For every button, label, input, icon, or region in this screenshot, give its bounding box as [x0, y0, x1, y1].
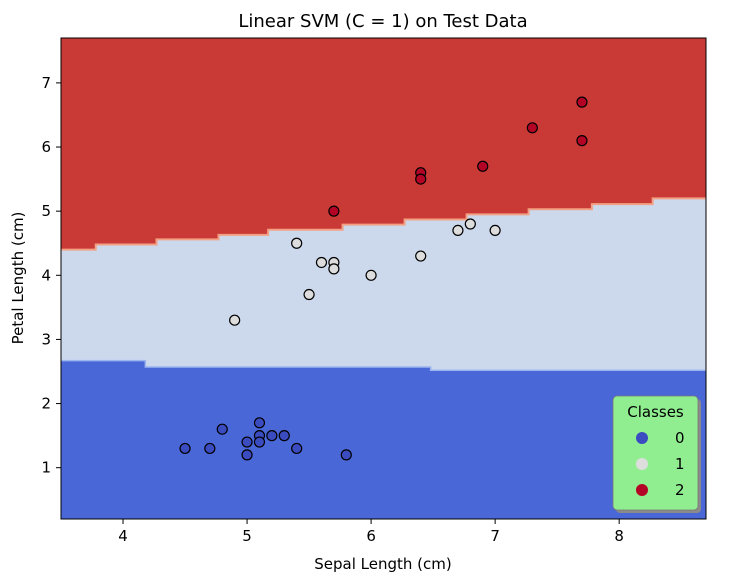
data-point-class-0 — [253, 436, 266, 448]
x-tick-label: 8 — [614, 527, 624, 545]
y-tick-label: 6 — [41, 138, 51, 156]
data-points — [179, 96, 588, 461]
data-point-class-0 — [179, 442, 191, 455]
data-point-class-2 — [328, 205, 340, 217]
y-tick-label: 4 — [41, 266, 51, 284]
data-point-class-0 — [253, 417, 266, 429]
plot-frame — [60, 37, 707, 520]
decision-boundary-1-2 — [61, 197, 706, 251]
data-point-class-2 — [576, 135, 588, 147]
data-point-class-2 — [415, 173, 427, 185]
legend-marker-class-0 — [636, 432, 648, 444]
y-axis-label: Petal Length (cm) — [9, 212, 27, 345]
data-point-class-0 — [241, 449, 253, 461]
data-point-class-0 — [241, 436, 253, 448]
x-tick-label: 5 — [242, 527, 252, 545]
legend: Classes 0 1 2 — [612, 395, 701, 513]
data-point-class-1 — [303, 288, 315, 301]
data-point-class-1 — [315, 256, 328, 269]
legend-entries: 0 1 2 — [636, 429, 685, 499]
legend-label: 0 — [675, 429, 685, 447]
y-tick-label: 5 — [41, 202, 51, 220]
data-point-class-1 — [464, 218, 476, 230]
legend-marker-class-1 — [636, 458, 648, 470]
decision-region-class-0 — [61, 360, 706, 519]
data-point-class-1 — [365, 269, 377, 281]
data-point-class-1 — [229, 314, 241, 326]
legend-label: 1 — [675, 455, 685, 473]
y-tick-label: 2 — [41, 395, 51, 413]
data-point-class-1 — [452, 224, 464, 236]
data-point-class-0 — [278, 430, 290, 442]
data-point-class-0 — [216, 423, 228, 435]
y-tick-label: 3 — [41, 330, 51, 348]
decision-region-class-2 — [61, 38, 706, 250]
x-tick-label: 7 — [490, 527, 500, 545]
y-tick-label: 7 — [41, 74, 51, 92]
data-point-class-1 — [415, 250, 427, 262]
data-point-class-1 — [489, 224, 501, 236]
data-point-class-0 — [291, 442, 303, 455]
legend-box — [612, 395, 699, 511]
x-tick-label: 6 — [366, 527, 376, 545]
y-axis-ticks: 1 2 3 4 5 6 7 — [41, 74, 61, 477]
legend-title: Classes — [627, 403, 684, 421]
data-point-class-2 — [526, 122, 538, 134]
x-tick-label: 4 — [118, 527, 128, 545]
data-point-class-0 — [340, 449, 352, 461]
decision-boundary-0-1 — [61, 359, 706, 371]
x-axis-ticks: 4 5 6 7 8 — [118, 519, 624, 545]
data-point-class-2 — [576, 96, 588, 108]
data-point-class-0 — [204, 442, 216, 455]
y-tick-label: 1 — [41, 459, 51, 477]
legend-marker-class-2 — [636, 484, 648, 496]
data-point-class-0 — [266, 430, 278, 442]
legend-label: 2 — [675, 481, 685, 499]
data-point-class-1 — [291, 237, 303, 249]
plot-area — [61, 38, 706, 519]
x-axis-label: Sepal Length (cm) — [314, 555, 451, 573]
data-point-class-1 — [328, 263, 340, 275]
decision-region-class-1 — [61, 198, 706, 371]
chart-title: Linear SVM (C = 1) on Test Data — [238, 11, 527, 32]
data-point-class-2 — [477, 160, 489, 172]
